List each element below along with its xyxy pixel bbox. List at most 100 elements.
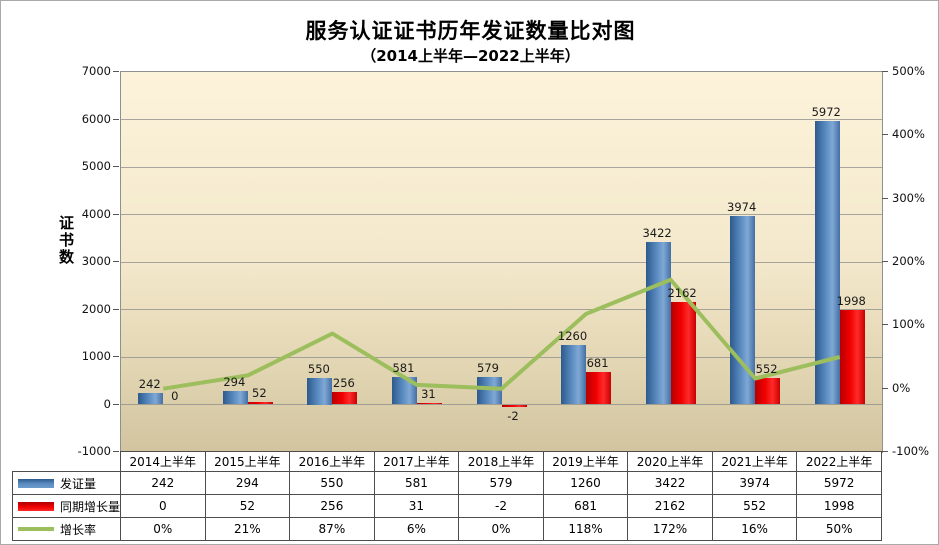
bar-value-label: 1998	[836, 293, 866, 308]
table-value-cell: 0%	[458, 517, 544, 541]
bar-value-label: 579	[477, 360, 499, 375]
legend-label: 增长率	[60, 522, 97, 537]
table-value-cell: -2	[458, 494, 544, 518]
left-axis-tick	[113, 356, 119, 357]
table-value-cell: 0%	[120, 517, 206, 541]
left-axis-title: 证书数	[57, 215, 75, 266]
left-axis-tick	[113, 166, 119, 167]
left-axis-tick-label: 3000	[81, 254, 111, 268]
left-axis-tick	[113, 308, 119, 310]
left-axis-tick	[113, 71, 119, 72]
chart-title: 服务认证证书历年发证数量比对图	[305, 19, 636, 43]
right-axis-tick-label: 200%	[892, 254, 925, 268]
gridline	[121, 119, 882, 120]
bar-发证量-2016上半年	[307, 378, 333, 405]
table-header-cell: 2018上半年	[458, 451, 544, 472]
right-axis-tick	[882, 451, 888, 452]
bar-同期增长量-2017上半年	[416, 403, 442, 405]
table-header-cell: 2016上半年	[289, 451, 375, 472]
table-value-cell: 256	[289, 494, 375, 518]
right-axis-tick	[882, 134, 888, 136]
right-axis-tick-label: 0%	[892, 380, 911, 395]
bar-同期增长量-2018上半年	[501, 404, 527, 407]
table-value-cell: 581	[373, 471, 460, 495]
left-axis-tick-label: 6000	[81, 111, 111, 126]
left-axis-tick	[113, 118, 119, 120]
legend-label: 同期增长量	[60, 499, 121, 514]
legend-swatch-green-line	[18, 527, 54, 531]
gridline	[121, 261, 882, 263]
legend-swatch-blue-bar	[18, 478, 54, 488]
chart-subtitle: （2014上半年—2022上半年）	[361, 47, 580, 65]
right-axis-tick-label: 300%	[892, 190, 925, 205]
left-axis-tick	[113, 451, 119, 452]
bar-value-label: 581	[392, 360, 415, 375]
left-axis-tick-label: -1000	[77, 444, 111, 458]
table-corner	[13, 452, 121, 472]
bar-value-label: 3422	[642, 225, 672, 240]
table-value-cell: 50%	[796, 517, 882, 541]
legend-cell-发证量: 发证量	[11, 471, 122, 495]
table-header-cell: 2017上半年	[373, 451, 460, 472]
bar-同期增长量-2021上半年	[755, 378, 781, 405]
table-value-cell: 118%	[542, 517, 629, 541]
right-axis-tick	[882, 261, 888, 262]
bar-value-label: 2162	[667, 285, 697, 300]
table-header-cell: 2019上半年	[542, 451, 629, 472]
left-axis-tick	[113, 403, 119, 405]
table-value-cell: 52	[204, 494, 291, 518]
bar-发证量-2020上半年	[645, 241, 671, 405]
growth-rate-line	[162, 277, 841, 391]
table-value-cell: 87%	[289, 517, 375, 541]
right-axis-tick-label: -100%	[892, 444, 930, 458]
table-value-cell: 6%	[373, 517, 460, 541]
table-value-cell: 294	[204, 471, 291, 495]
right-axis-tick	[882, 197, 888, 199]
bar-value-label: 256	[332, 376, 355, 391]
bar-发证量-2015上半年	[222, 390, 248, 405]
table-value-cell: 1260	[542, 471, 629, 495]
table-header-cell: 2015上半年	[204, 451, 291, 472]
plot-area	[120, 71, 883, 453]
legend-swatch-red-bar	[18, 501, 54, 511]
table-value-cell: 681	[542, 494, 629, 518]
left-axis-tick-label: 5000	[81, 159, 111, 173]
table-value-cell: 0	[120, 494, 206, 518]
left-axis-tick-label: 2000	[81, 301, 111, 316]
table-value-cell: 552	[711, 494, 798, 518]
table-value-cell: 5972	[796, 471, 882, 495]
left-axis-tick-label: 0	[103, 396, 111, 411]
table-value-cell: 1998	[796, 494, 882, 518]
left-axis-tick	[113, 213, 119, 215]
right-axis-tick	[882, 71, 888, 72]
bar-发证量-2019上半年	[561, 344, 587, 405]
bar-同期增长量-2022上半年	[839, 309, 865, 405]
bar-同期增长量-2019上半年	[586, 372, 612, 405]
table-value-cell: 31	[373, 494, 460, 518]
bar-value-label: 550	[307, 362, 330, 377]
table-header-cell: 2020上半年	[627, 451, 713, 472]
right-axis-tick-label: 100%	[892, 317, 925, 332]
table-header-cell: 2022上半年	[796, 451, 882, 472]
table-value-cell: 3422	[627, 471, 713, 495]
legend-cell-同期增长量: 同期增长量	[11, 494, 122, 518]
bar-value-label: 3974	[727, 199, 757, 214]
bar-value-label: -2	[507, 408, 519, 423]
bar-同期增长量-2016上半年	[332, 392, 358, 405]
bar-value-label: 242	[138, 377, 161, 391]
gridline	[121, 356, 882, 358]
bar-value-label: 294	[223, 374, 246, 389]
table-header-cell: 2014上半年	[120, 451, 206, 472]
table-value-cell: 3974	[711, 471, 798, 495]
left-axis-tick-label: 7000	[81, 64, 111, 78]
bar-value-label: 0	[171, 388, 179, 403]
bar-value-label: 5972	[811, 104, 841, 119]
bar-value-label: 1260	[557, 328, 588, 343]
data-table: 2014上半年 2015上半年 2016上半年 2017上半年 2018上半年 2019上…	[11, 451, 882, 541]
left-axis-tick	[113, 261, 119, 262]
gridline	[121, 309, 882, 310]
table-value-cell: 579	[458, 471, 544, 495]
left-axis-tick-label: 1000	[81, 349, 111, 363]
left-axis-tick-label: 4000	[81, 206, 111, 221]
